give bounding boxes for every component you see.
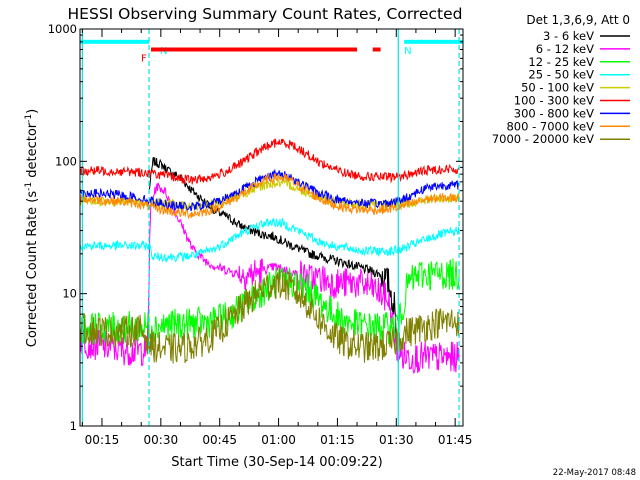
series-line-300-800-kev — [79, 168, 460, 213]
footer-date: 22-May-2017 08:48 — [553, 468, 636, 478]
x-tick-label: 00:30 — [144, 433, 179, 447]
x-tick-label: 01:45 — [438, 433, 473, 447]
y-tick-label: 1 — [70, 419, 77, 433]
flag-bar-4 — [372, 47, 381, 52]
y-tick-label: 10 — [62, 287, 77, 301]
x-tick-label: 01:15 — [320, 433, 355, 447]
legend-label-100-300-kev: 100 - 300 keV — [514, 94, 594, 108]
legend-header: Det 1,3,6,9, Att 0 — [526, 13, 630, 27]
legend-label-50-100-kev: 50 - 100 keV — [521, 81, 594, 95]
chart-title: HESSI Observing Summary Count Rates, Cor… — [68, 5, 463, 23]
plot-frame — [79, 28, 464, 427]
legend-label-6-12-kev: 6 - 12 keV — [536, 42, 594, 56]
flag-bar-1 — [80, 39, 150, 44]
legend-label-7000-20000-kev: 7000 - 20000 keV — [492, 132, 594, 146]
legend-label-25-50-kev: 25 - 50 keV — [528, 68, 594, 82]
x-tick-label: 00:45 — [202, 433, 237, 447]
legend-label-800-7000-kev: 800 - 7000 keV — [506, 119, 594, 133]
series-line-100-300-kev — [79, 138, 460, 185]
flag-label-3: F — [141, 53, 147, 64]
x-tick-label: 01:00 — [261, 433, 296, 447]
y-tick-label: 1000 — [48, 22, 77, 36]
series-line-25-50-kev — [79, 217, 460, 264]
x-tick-label: 00:15 — [85, 433, 120, 447]
x-axis-label: Start Time (30-Sep-14 00:09:22) — [171, 455, 382, 470]
y-axis-label: Corrected Count Rate (s-1 detector-1) — [24, 109, 40, 347]
series-line-7000-20000-kev — [79, 268, 460, 364]
series-line-6-12-kev — [79, 182, 460, 375]
y-tick-label: 100 — [55, 154, 77, 168]
series-line-3-6-kev — [148, 157, 399, 363]
legend-label-3-6-kev: 3 - 6 keV — [543, 29, 594, 43]
plot-area: NNF — [79, 29, 463, 426]
flag-bar-3 — [151, 47, 358, 52]
legend-label-300-800-kev: 300 - 800 keV — [514, 106, 594, 120]
series-line-800-7000-kev — [79, 173, 460, 220]
legend-label-12-25-kev: 12 - 25 keV — [528, 55, 594, 69]
x-tick-label: 01:30 — [379, 433, 414, 447]
flag-bar-2 — [404, 39, 463, 44]
y-axis: 1 10 100 1000 — [48, 22, 463, 433]
flag-label-2: N — [404, 46, 411, 57]
x-axis: 00:15 00:30 00:45 01:00 01:15 01:30 01:45 — [81, 29, 473, 447]
